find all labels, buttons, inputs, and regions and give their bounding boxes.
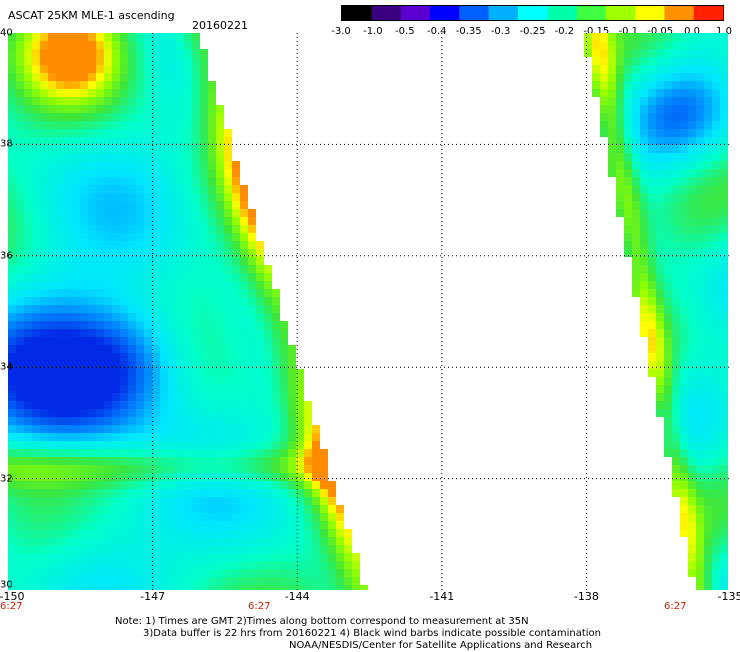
swath-map — [8, 33, 731, 590]
longitude-tick-label: -144 — [284, 590, 310, 603]
colorbar — [341, 5, 724, 21]
latitude-tick-label: 32 — [0, 473, 13, 485]
colorbar-tick-label: -0.4 — [426, 26, 447, 37]
colorbar-segment — [429, 6, 460, 20]
colorbar-segment — [517, 6, 548, 20]
colorbar-tick-label: -0.1 — [618, 26, 639, 37]
longitude-tick-label: -147 — [140, 590, 166, 603]
east-swath — [584, 33, 728, 590]
colorbar-tick-label: -3.0 — [331, 26, 351, 37]
colorbar-tick-label: -0.05 — [647, 26, 674, 37]
colorbar-segment — [664, 6, 695, 20]
time-label-right: 6:27 — [664, 601, 687, 612]
colorbar-tick-label: 0.0 — [684, 26, 701, 37]
footnotes: Note: 1) Times are GMT 2)Times along bot… — [115, 616, 601, 652]
colorbar-tick-label: -1.0 — [363, 26, 383, 37]
colorbar-segment — [459, 6, 490, 20]
west-swath — [8, 33, 368, 590]
time-label-left: 6:27 — [0, 601, 23, 612]
longitude-tick-label: -150 — [0, 590, 25, 603]
note-line-2: 3)Data buffer is 22 hrs from 20160221 4)… — [143, 628, 601, 639]
date-label: 20160221 — [192, 19, 248, 32]
colorbar-segment — [371, 6, 402, 20]
colorbar-segment — [576, 6, 607, 20]
latitude-tick-label: 34 — [0, 361, 13, 373]
colorbar-segment — [605, 6, 636, 20]
longitude-tick-label: -141 — [429, 590, 455, 603]
colorbar-segment — [488, 6, 519, 20]
colorbar-tick-label: -0.5 — [395, 26, 415, 37]
latitude-tick-label: 40 — [0, 27, 13, 39]
colorbar-tick-label: -0.2 — [554, 26, 575, 37]
colorbar-tick-label: -0.3 — [490, 26, 511, 37]
time-label-middle: 6:27 — [248, 601, 271, 612]
colorbar-tick-label: -0.15 — [583, 26, 610, 37]
colorbar-segment — [547, 6, 577, 20]
note-line-1: Note: 1) Times are GMT 2)Times along bot… — [115, 616, 529, 627]
colorbar-segment — [693, 6, 723, 20]
colorbar-tick-label: 1.0 — [716, 26, 732, 37]
note-line-3: NOAA/NESDIS/Center for Satellite Applica… — [289, 640, 593, 651]
title: ASCAT 25KM MLE-1 ascending — [8, 9, 175, 22]
colorbar-segment — [635, 6, 665, 20]
colorbar-gradient — [342, 6, 723, 20]
latitude-tick-label: 38 — [0, 138, 13, 150]
latitude-tick-label: 36 — [0, 250, 13, 262]
colorbar-tick-label: -0.35 — [455, 26, 482, 37]
latitude-tick-label: 30 — [0, 579, 13, 591]
colorbar-tick-label: -0.25 — [519, 26, 546, 37]
colorbar-segment — [400, 6, 431, 20]
longitude-tick-label: -138 — [573, 590, 599, 603]
colorbar-segment — [342, 6, 372, 20]
longitude-tick-label: -135 — [717, 590, 740, 603]
